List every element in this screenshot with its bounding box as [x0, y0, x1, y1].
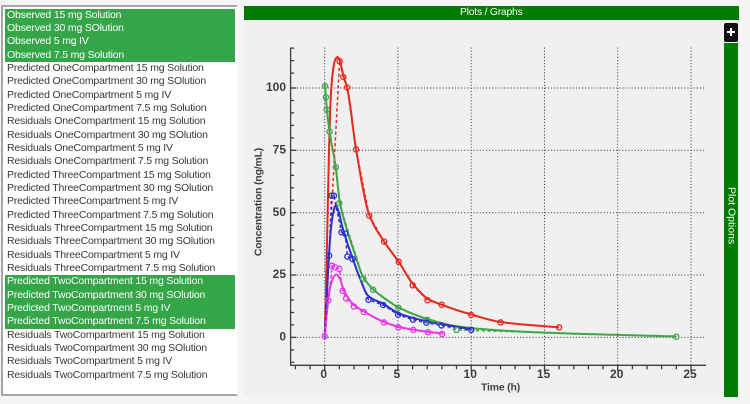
svg-text:25: 25 — [683, 367, 697, 381]
svg-text:5: 5 — [394, 367, 401, 381]
svg-text:75: 75 — [273, 143, 287, 157]
svg-text:100: 100 — [266, 80, 286, 94]
svg-text:0: 0 — [320, 367, 327, 381]
svg-text:10: 10 — [464, 367, 478, 381]
svg-text:Time (h): Time (h) — [481, 383, 520, 394]
svg-text:15: 15 — [537, 367, 551, 381]
svg-text:0: 0 — [279, 330, 286, 344]
svg-text:20: 20 — [610, 367, 624, 381]
svg-text:25: 25 — [273, 267, 287, 281]
svg-text:Concentration (ng/mL): Concentration (ng/mL) — [254, 148, 265, 256]
svg-text:50: 50 — [273, 205, 287, 219]
